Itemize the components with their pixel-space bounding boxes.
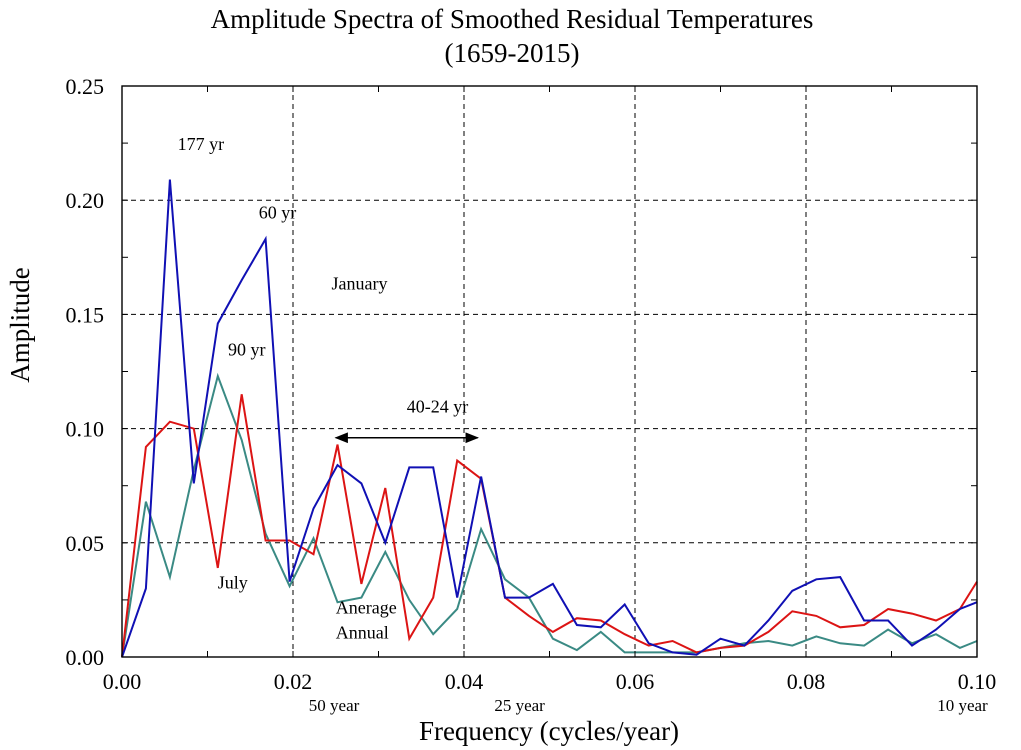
annotation-40-24-yr: 40-24 yr (407, 397, 469, 417)
x-tick-label: 0.04 (445, 669, 484, 694)
annotation-july: July (218, 572, 248, 592)
chart-title: Amplitude Spectra of Smoothed Residual T… (211, 4, 814, 34)
annotation-177-yr: 177 yr (178, 134, 225, 154)
x-tick-label: 0.06 (616, 669, 655, 694)
annotation-60-yr: 60 yr (259, 202, 297, 222)
y-tick-label: 0.05 (66, 531, 105, 556)
annotation-90-yr: 90 yr (228, 340, 266, 360)
axis-ticks (121, 85, 978, 658)
grid (122, 86, 977, 657)
tick-labels: 0.00 0.02 0.04 0.06 0.08 0.10 0.00 0.05 0.10 0.15… (66, 74, 997, 694)
x-tick-label: 0.10 (958, 669, 997, 694)
period-label-25-year: 25 year (494, 696, 545, 715)
x-tick-label: 0.00 (103, 669, 142, 694)
y-tick-label: 0.00 (66, 645, 105, 670)
x-tick-label: 0.08 (787, 669, 826, 694)
y-axis-title: Amplitude (5, 267, 35, 383)
period-label-50-year: 50 year (309, 696, 360, 715)
x-tick-label: 0.02 (274, 669, 313, 694)
y-tick-label: 0.10 (66, 417, 105, 442)
y-tick-label: 0.15 (66, 302, 105, 327)
annotation-annual: Annual (336, 623, 389, 643)
x-axis-title: Frequency (cycles/year) (419, 716, 679, 746)
series-line-anerage-annual (121, 372, 978, 658)
annotation-anerage: Anerage (336, 598, 397, 618)
chart-subtitle: (1659-2015) (445, 38, 580, 68)
annotations: 177 yr 60 yr 90 yr 40-24 yr January July Anera… (178, 134, 988, 715)
y-tick-label: 0.20 (66, 188, 105, 213)
y-tick-label: 0.25 (66, 74, 105, 99)
plot-frame (121, 85, 978, 658)
period-label-10-year: 10 year (937, 696, 988, 715)
series-lines (121, 179, 978, 658)
series-line-july (121, 394, 978, 658)
annotation-january: January (331, 273, 387, 293)
series-line-january (121, 179, 978, 658)
